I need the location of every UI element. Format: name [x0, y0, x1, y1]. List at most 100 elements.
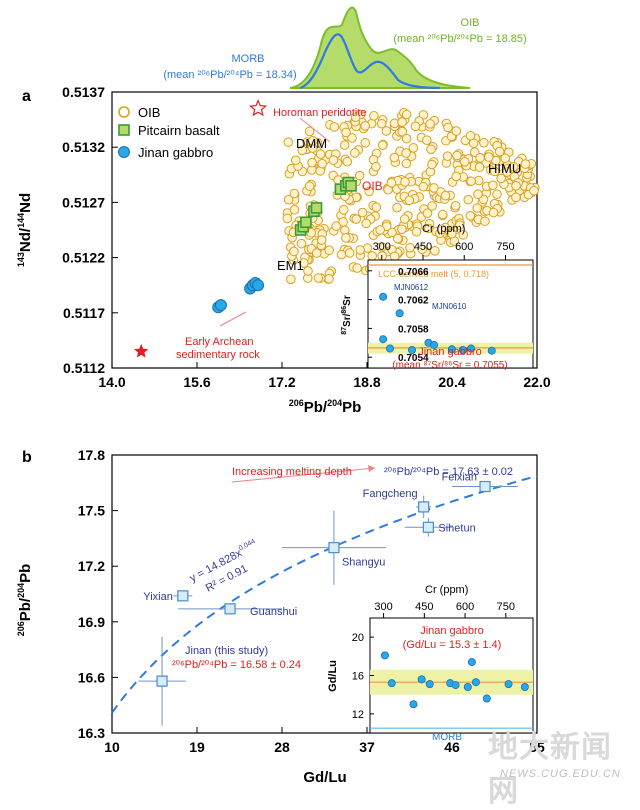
melting-depth-label: Increasing melting depth [232, 466, 352, 478]
oib-point [520, 159, 531, 169]
oib-point [315, 149, 326, 159]
inset-b-point [417, 675, 426, 684]
oib-point [354, 170, 365, 181]
oib-point [474, 162, 485, 172]
inset-a-point [487, 346, 496, 355]
y-tick-label: 16.3 [78, 725, 105, 741]
oib-point [489, 166, 500, 177]
oib-point [447, 228, 457, 239]
oib-point [423, 223, 434, 234]
inset-a-y-tick-label: 0.7066 [398, 267, 429, 278]
inset-a-lcc-label: LCC-derived melt (5, 0.718) [378, 269, 489, 279]
oib-point [317, 158, 327, 169]
oib-point [339, 140, 350, 150]
oib-point [392, 202, 402, 213]
y-tick-label: 17.5 [78, 503, 105, 519]
oib-point [289, 246, 299, 257]
oib-point [437, 209, 448, 220]
oib-point [465, 130, 476, 141]
y-tick-label: 0.5132 [62, 139, 105, 155]
inset-a-label-mjn0612: MJN0612 [394, 283, 429, 292]
oib-point [369, 111, 379, 121]
locality-label: Yixian [143, 591, 173, 603]
horoman-arrow [299, 117, 331, 143]
melting-depth-arrowhead [368, 465, 375, 472]
oib-point [401, 148, 411, 158]
x-tick-label: 15.6 [183, 374, 210, 390]
oib-point [443, 122, 453, 133]
y-tick-label: 0.5112 [63, 360, 105, 376]
oib-point [411, 226, 422, 237]
oib-point [480, 216, 490, 227]
oib-point [375, 225, 385, 235]
oib-point [427, 201, 437, 211]
horoman-star [249, 99, 268, 117]
archean-arrow [219, 311, 247, 327]
inset-b-point [520, 683, 529, 692]
oib-point [329, 122, 340, 132]
inset-b-x-tick-label: 300 [374, 601, 392, 613]
oib-point [352, 263, 362, 273]
panel-b-label: b [22, 449, 32, 466]
oib-point [508, 161, 519, 172]
oib-point [304, 181, 315, 191]
inset-b-x-tick-label: 600 [456, 601, 474, 613]
x-tick-label: 19 [189, 739, 205, 755]
x-tick-label: 20.4 [438, 374, 465, 390]
oib-point [324, 245, 334, 255]
oib-point [331, 221, 342, 231]
locality-label: Fangcheng [363, 488, 418, 500]
watermark-logo: 地大新闻网 [488, 730, 612, 809]
y-tick-label: 17.8 [78, 447, 105, 463]
inset-b-points [380, 651, 529, 709]
panel-a-inset: LCC-derived melt (5, 0.718) 300 450 600 750… [341, 223, 534, 371]
oib-point [401, 133, 412, 144]
oib-point [472, 203, 482, 213]
oib-point [488, 180, 498, 191]
legend-pitcairn-marker [118, 124, 130, 136]
oib-point [410, 121, 421, 132]
y-tick-label: 0.5122 [62, 250, 105, 266]
y-tick-label: 0.5137 [62, 84, 105, 100]
legend-jinan-marker [118, 146, 130, 158]
oib-point [286, 274, 296, 285]
inset-b-point [380, 651, 389, 660]
panel-a-legend: OIB Pitcairn basalt Jinan gabbro [118, 105, 220, 160]
oib-point [401, 109, 412, 120]
melting-depth-value: ²⁰⁶Pb/²⁰⁴Pb = 17.63 ± 0.02 [384, 466, 513, 478]
oib-point [397, 117, 407, 127]
oib-point [342, 156, 353, 167]
inset-a-x-label: Cr (ppm) [422, 223, 465, 235]
oib-point [463, 194, 474, 205]
oib-point [316, 235, 327, 245]
inset-b-point [463, 683, 472, 692]
oib-point [502, 167, 513, 177]
oib-point [404, 195, 415, 206]
oib-point [377, 140, 388, 151]
inset-b-point [482, 694, 491, 703]
pitcairn-point [300, 216, 312, 229]
oib-data-cloud [282, 107, 540, 285]
inset-a-point [429, 340, 438, 349]
oib-point [442, 151, 453, 162]
oib-point [338, 205, 349, 215]
inset-b-y-label: Gd/Lu [327, 660, 339, 692]
oib-point [529, 185, 539, 196]
oib-point [392, 233, 403, 244]
inset-a-y-tick-label: 0.7058 [398, 324, 429, 335]
oib-point [360, 121, 370, 131]
oib-point [397, 224, 407, 235]
oib-point [451, 126, 462, 136]
oib-point [426, 144, 436, 155]
y-tick-label: 0.5127 [62, 194, 105, 210]
inset-b-point [387, 679, 396, 688]
inset-a-x-tick-label: 600 [455, 241, 473, 253]
panel-b-plot-area [111, 454, 538, 734]
locality-label: Feixian [442, 472, 477, 484]
inset-b-point [409, 700, 418, 709]
inset-b-y-tick-label: 16 [352, 671, 364, 683]
legend-jinan: Jinan gabbro [138, 145, 213, 160]
panel-b-points: Yixian Guanshui Shangyu Fangcheng Sihetun Fei… [138, 472, 519, 726]
locality-point [224, 603, 236, 615]
panel-a-y-ticks: 0.5112 0.5117 0.5122 0.5127 0.5132 0.5137 [62, 84, 118, 376]
